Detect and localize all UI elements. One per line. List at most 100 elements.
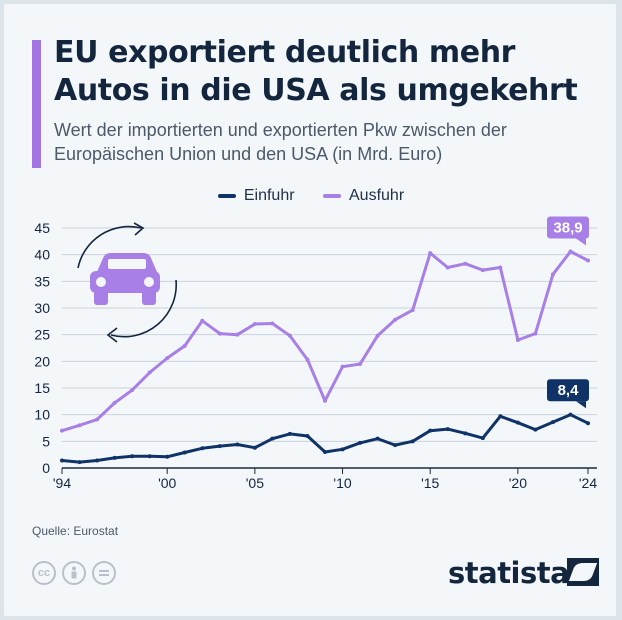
data-point-einfuhr xyxy=(568,412,573,417)
data-point-einfuhr xyxy=(445,427,450,432)
data-point-einfuhr xyxy=(287,431,292,436)
data-point-einfuhr xyxy=(95,458,100,463)
x-tick-label: '00 xyxy=(158,475,176,491)
data-point-ausfuhr xyxy=(77,423,82,428)
data-point-einfuhr xyxy=(147,454,152,459)
data-point-ausfuhr xyxy=(147,370,152,375)
data-point-einfuhr xyxy=(270,436,275,441)
data-point-ausfuhr xyxy=(480,268,485,273)
data-point-ausfuhr xyxy=(287,333,292,338)
chart-subtitle: Wert der importierten und exportierten P… xyxy=(54,120,507,164)
data-point-ausfuhr xyxy=(340,364,345,369)
y-tick-label: 45 xyxy=(34,220,50,236)
data-point-einfuhr xyxy=(410,439,415,444)
no-derivatives-icon xyxy=(92,561,116,585)
x-tick-label: '15 xyxy=(421,475,439,491)
data-point-ausfuhr xyxy=(95,417,100,422)
data-point-ausfuhr xyxy=(60,428,64,433)
x-tick-label: '05 xyxy=(246,475,264,491)
data-point-ausfuhr xyxy=(533,331,538,336)
data-point-einfuhr xyxy=(252,445,257,450)
end-label-pointer xyxy=(576,238,586,246)
legend-swatch-ausfuhr xyxy=(323,194,341,198)
data-point-einfuhr xyxy=(323,450,327,454)
y-tick-label: 30 xyxy=(34,300,50,316)
end-label-ausfuhr: 38,9 xyxy=(547,216,589,246)
data-point-ausfuhr xyxy=(515,338,520,342)
data-point-ausfuhr xyxy=(235,332,240,337)
data-point-ausfuhr xyxy=(217,331,222,336)
data-point-einfuhr xyxy=(60,458,64,463)
legend-label-einfuhr: Einfuhr xyxy=(243,187,295,204)
legend-label-ausfuhr: Ausfuhr xyxy=(349,187,405,204)
data-point-einfuhr xyxy=(182,450,187,455)
data-point-einfuhr xyxy=(200,446,205,451)
end-label-box xyxy=(547,216,589,239)
source-note: Quelle: Eurostat xyxy=(32,524,119,538)
data-point-einfuhr xyxy=(480,436,485,441)
y-tick-label: 25 xyxy=(34,327,50,343)
legend-item-ausfuhr: Ausfuhr xyxy=(323,187,404,205)
data-point-ausfuhr xyxy=(112,400,117,405)
data-point-ausfuhr xyxy=(252,322,257,326)
y-axis-ticks: 0 5 10 15 20 25 30 35 40 45 xyxy=(34,220,50,476)
infographic-card xyxy=(4,4,616,616)
data-point-ausfuhr xyxy=(550,272,555,277)
data-point-ausfuhr xyxy=(586,258,590,263)
y-tick-label: 35 xyxy=(34,273,50,289)
data-point-ausfuhr xyxy=(410,308,415,313)
y-tick-label: 5 xyxy=(42,433,50,449)
data-points xyxy=(60,249,590,465)
data-point-ausfuhr xyxy=(445,265,450,270)
data-point-ausfuhr xyxy=(165,356,170,361)
data-point-einfuhr xyxy=(428,428,433,433)
chart-title: EU exportiert deutlich mehr Autos in die… xyxy=(54,35,578,108)
attribution-icon xyxy=(62,561,86,585)
y-tick-label: 40 xyxy=(34,247,50,263)
title-accent-bar xyxy=(32,40,41,168)
data-point-einfuhr xyxy=(217,444,222,449)
legend-swatch-einfuhr xyxy=(217,194,236,198)
car-with-cycle-arrows-icon xyxy=(77,222,178,343)
data-point-einfuhr xyxy=(77,460,82,465)
data-point-einfuhr xyxy=(533,427,538,432)
end-value-labels: 8,4 38,9 xyxy=(547,216,589,409)
end-label-einfuhr: 8,4 xyxy=(547,379,589,409)
data-point-ausfuhr xyxy=(393,317,398,322)
data-point-einfuhr xyxy=(165,454,170,459)
x-tick-label: '20 xyxy=(509,475,527,491)
data-point-einfuhr xyxy=(586,421,590,426)
data-point-ausfuhr xyxy=(358,362,363,366)
data-point-ausfuhr xyxy=(463,261,468,266)
data-point-einfuhr xyxy=(375,436,380,441)
cc-icon: cc xyxy=(32,561,56,585)
end-label-pointer xyxy=(576,401,586,409)
brand-logo: statista xyxy=(448,556,570,590)
legend: Einfuhr Ausfuhr xyxy=(0,185,622,205)
x-tick-label: '10 xyxy=(333,475,351,491)
end-label-text: 38,9 xyxy=(553,220,582,237)
data-point-ausfuhr xyxy=(305,357,310,362)
data-point-einfuhr xyxy=(235,442,240,447)
end-label-text: 8,4 xyxy=(558,382,580,399)
data-point-einfuhr xyxy=(130,454,135,459)
data-point-einfuhr xyxy=(550,420,555,425)
data-point-einfuhr xyxy=(463,431,468,436)
y-tick-label: 20 xyxy=(34,353,50,369)
data-point-einfuhr xyxy=(305,434,310,438)
data-point-ausfuhr xyxy=(200,318,205,323)
legend-item-einfuhr: Einfuhr xyxy=(217,187,295,205)
data-point-ausfuhr xyxy=(130,388,135,393)
data-point-einfuhr xyxy=(393,443,398,448)
data-point-ausfuhr xyxy=(270,321,275,326)
y-tick-label: 15 xyxy=(34,380,50,396)
x-axis-ticks: '94 '00 '05 '10 '15 '20 '24 xyxy=(53,468,597,491)
data-point-ausfuhr xyxy=(428,251,433,256)
data-point-ausfuhr xyxy=(568,249,573,254)
x-tick-label: '94 xyxy=(53,475,71,491)
statista-mark-icon xyxy=(567,558,599,586)
y-tick-label: 0 xyxy=(42,460,50,476)
grid-lines xyxy=(62,227,597,469)
x-tick-label: '24 xyxy=(579,475,597,491)
